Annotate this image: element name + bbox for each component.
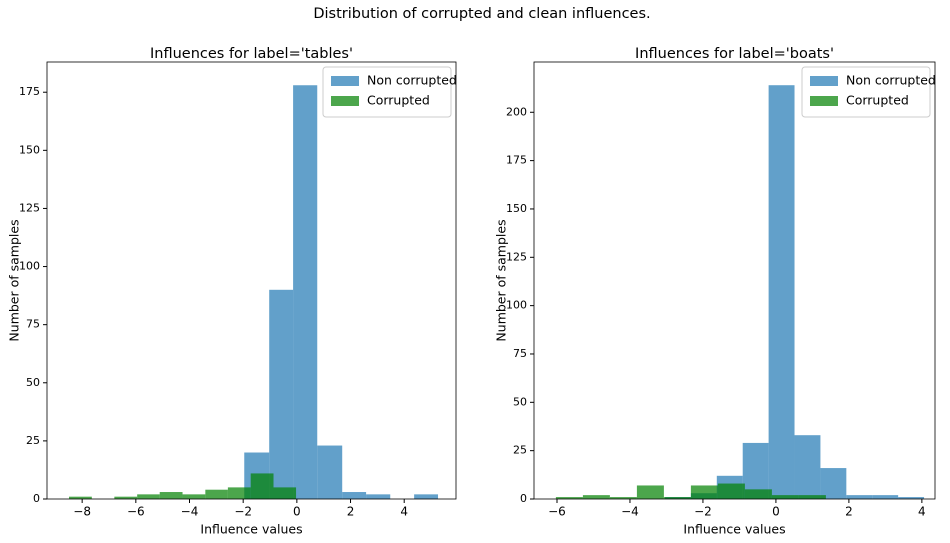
histogram-bar <box>798 495 826 499</box>
histogram-bar <box>137 494 160 499</box>
histogram-bar <box>794 435 821 499</box>
y-tick-label: 75 <box>26 318 40 331</box>
histogram-bar <box>159 492 183 499</box>
y-tick-label: 25 <box>513 444 527 457</box>
legend-swatch <box>810 96 838 106</box>
histogram-bar <box>114 496 138 499</box>
x-tick-label: −4 <box>181 505 199 519</box>
legend-label: Corrupted <box>846 93 909 108</box>
x-tick-label: 2 <box>347 505 355 519</box>
chart-title: Influences for label='tables' <box>150 46 353 62</box>
x-tick-label: 0 <box>772 505 780 519</box>
x-axis-label: Influence values <box>200 522 302 537</box>
histogram-bar <box>609 497 637 499</box>
legend-label: Corrupted <box>367 93 430 108</box>
figure-title: Distribution of corrupted and clean infl… <box>313 6 650 22</box>
histogram-bar <box>690 485 718 499</box>
y-tick-label: 0 <box>33 492 40 505</box>
y-tick-label: 100 <box>19 260 40 273</box>
y-tick-label: 25 <box>26 434 40 447</box>
x-tick-label: 4 <box>400 505 408 519</box>
legend-label: Non corrupted <box>846 73 936 88</box>
histogram-bar <box>771 495 799 499</box>
y-tick-label: 0 <box>520 492 527 505</box>
x-axis-label: Influence values <box>683 522 785 537</box>
histogram-bar <box>69 496 92 499</box>
x-tick-label: −8 <box>73 505 91 519</box>
histogram-bar <box>269 289 294 499</box>
x-tick-label: 4 <box>918 505 926 519</box>
histogram-bar <box>717 483 745 499</box>
histogram-bar <box>273 487 297 499</box>
histogram-bar <box>414 494 439 499</box>
y-axis-label: Number of samples <box>494 219 509 341</box>
histogram-bar <box>555 497 583 499</box>
y-tick-label: 50 <box>26 376 40 389</box>
x-tick-label: 0 <box>293 505 301 519</box>
histogram-bar <box>317 445 343 499</box>
histogram-bar <box>846 495 873 499</box>
x-tick-label: −6 <box>127 505 145 519</box>
histogram-bar <box>182 494 206 499</box>
histogram-bar <box>768 85 795 499</box>
legend-swatch <box>810 76 838 86</box>
axes-frame <box>46 61 457 500</box>
histogram-bar <box>342 492 367 499</box>
y-tick-label: 75 <box>513 347 527 360</box>
legend-label: Non corrupted <box>367 73 457 88</box>
histogram-bar <box>227 487 251 499</box>
histogram-bar <box>872 495 899 499</box>
histogram-bar <box>250 473 274 499</box>
histogram-bar <box>820 468 847 499</box>
y-tick-label: 150 <box>19 143 40 156</box>
y-tick-label: 200 <box>506 105 527 118</box>
histogram-bar <box>744 489 772 499</box>
y-tick-label: 175 <box>19 85 40 98</box>
y-tick-label: 150 <box>506 202 527 215</box>
histogram-bar <box>663 497 691 499</box>
legend-swatch <box>331 96 359 106</box>
y-tick-label: 175 <box>506 154 527 167</box>
histogram-bar <box>582 495 610 499</box>
legend-swatch <box>331 76 359 86</box>
x-tick-label: −2 <box>694 505 712 519</box>
y-axis-label: Number of samples <box>7 219 22 341</box>
x-tick-label: −4 <box>621 505 639 519</box>
histogram-bar <box>205 489 228 499</box>
y-tick-label: 125 <box>506 250 527 263</box>
y-tick-label: 100 <box>506 299 527 312</box>
histogram-bar <box>636 485 664 499</box>
x-tick-label: 2 <box>845 505 853 519</box>
y-tick-label: 50 <box>513 395 527 408</box>
x-tick-label: −2 <box>234 505 252 519</box>
axes-frame <box>533 61 936 500</box>
histogram-bar <box>898 497 925 499</box>
histogram-bar <box>366 494 391 499</box>
x-tick-label: −6 <box>548 505 566 519</box>
y-tick-label: 125 <box>19 201 40 214</box>
chart-title: Influences for label='boats' <box>635 46 834 62</box>
histogram-bar <box>293 85 318 499</box>
